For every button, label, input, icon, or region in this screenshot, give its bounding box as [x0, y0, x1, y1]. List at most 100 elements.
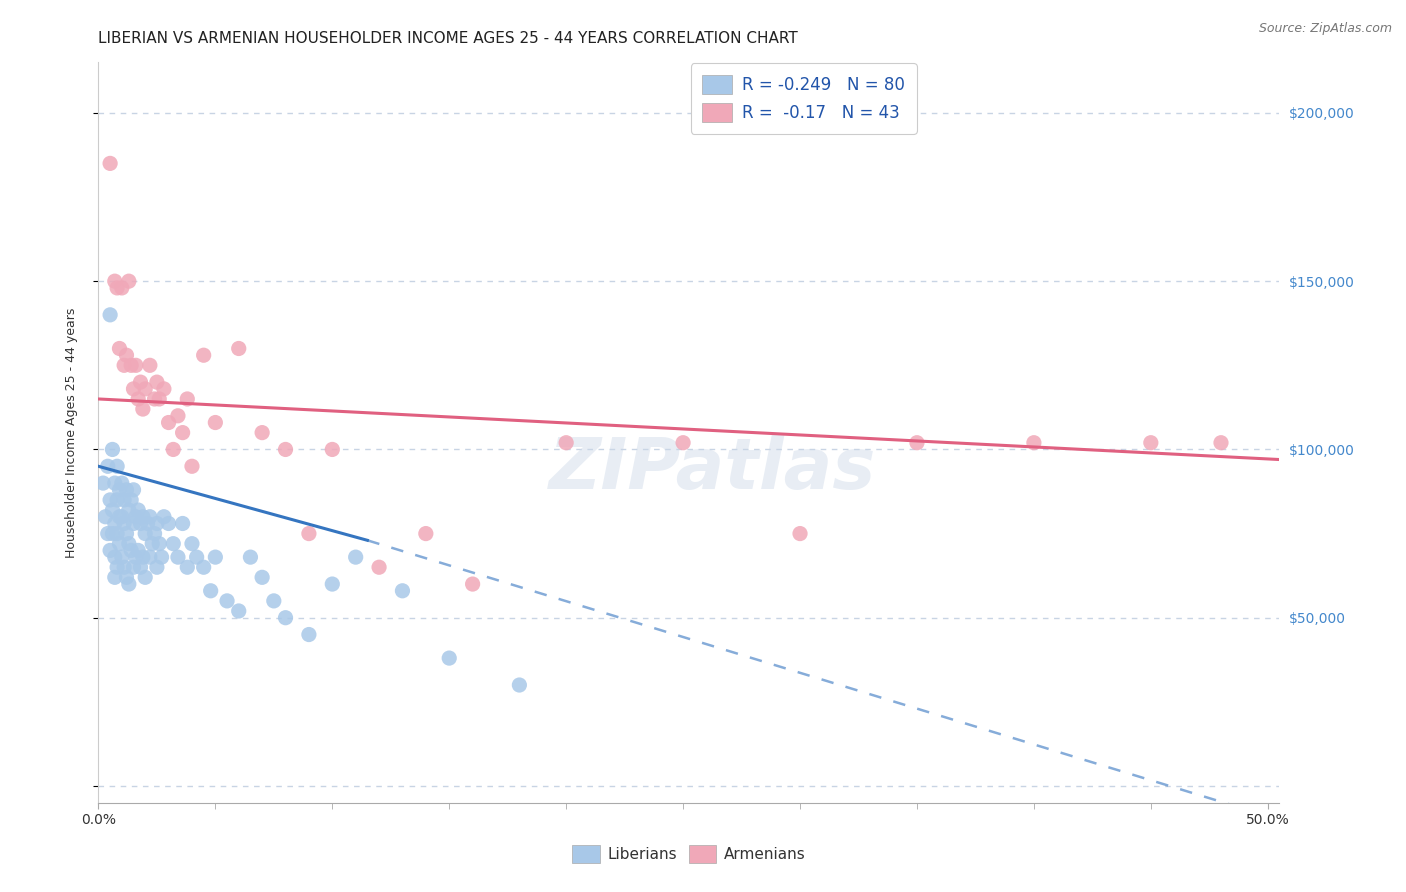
Point: [193, 348, 215, 362]
Point: [186, 550, 208, 565]
Point: [368, 560, 391, 574]
Point: [98, 543, 121, 558]
Point: [122, 560, 145, 574]
Point: [118, 274, 141, 288]
Point: [112, 492, 135, 507]
Point: [101, 526, 124, 541]
Point: [120, 359, 142, 373]
Point: [1022, 435, 1045, 450]
Point: [104, 476, 127, 491]
Point: [115, 348, 138, 362]
Point: [97, 526, 120, 541]
Point: [146, 560, 169, 574]
Point: [146, 375, 169, 389]
Point: [263, 594, 285, 608]
Point: [129, 516, 152, 531]
Point: [118, 536, 141, 550]
Point: [193, 560, 215, 574]
Point: [104, 570, 127, 584]
Point: [139, 509, 162, 524]
Point: [108, 483, 131, 497]
Point: [461, 577, 484, 591]
Point: [228, 604, 250, 618]
Point: [105, 492, 128, 507]
Point: [122, 382, 145, 396]
Point: [162, 536, 184, 550]
Point: [789, 526, 811, 541]
Point: [132, 550, 155, 565]
Point: [111, 550, 134, 565]
Point: [125, 359, 148, 373]
Point: [172, 516, 194, 531]
Point: [200, 583, 222, 598]
Legend: Liberians, Armenians: Liberians, Armenians: [565, 839, 813, 869]
Point: [139, 550, 162, 565]
Point: [120, 492, 142, 507]
Point: [112, 560, 135, 574]
Point: [111, 509, 134, 524]
Point: [228, 342, 250, 356]
Point: [146, 516, 169, 531]
Point: [98, 308, 121, 322]
Point: [157, 516, 180, 531]
Point: [250, 425, 273, 440]
Point: [176, 560, 198, 574]
Point: [555, 435, 578, 450]
Text: LIBERIAN VS ARMENIAN HOUSEHOLDER INCOME AGES 25 - 44 YEARS CORRELATION CHART: LIBERIAN VS ARMENIAN HOUSEHOLDER INCOME …: [98, 31, 799, 46]
Point: [134, 526, 156, 541]
Point: [127, 503, 149, 517]
Point: [132, 509, 155, 524]
Point: [239, 550, 262, 565]
Point: [134, 382, 156, 396]
Point: [215, 594, 238, 608]
Text: Source: ZipAtlas.com: Source: ZipAtlas.com: [1258, 22, 1392, 36]
Point: [204, 550, 226, 565]
Point: [153, 382, 176, 396]
Point: [181, 536, 204, 550]
Point: [105, 459, 128, 474]
Point: [181, 459, 204, 474]
Point: [101, 442, 124, 457]
Point: [127, 392, 149, 406]
Point: [94, 509, 117, 524]
Point: [176, 392, 198, 406]
Point: [122, 516, 145, 531]
Point: [104, 550, 127, 565]
Point: [172, 425, 194, 440]
Point: [321, 442, 343, 457]
Point: [112, 516, 135, 531]
Point: [508, 678, 530, 692]
Point: [108, 509, 131, 524]
Y-axis label: Householder Income Ages 25 - 44 years: Householder Income Ages 25 - 44 years: [65, 308, 77, 558]
Point: [98, 492, 121, 507]
Point: [120, 543, 142, 558]
Point: [101, 503, 124, 517]
Point: [108, 342, 131, 356]
Point: [98, 156, 121, 170]
Point: [274, 442, 297, 457]
Point: [108, 536, 131, 550]
Point: [298, 627, 321, 641]
Point: [125, 550, 148, 565]
Point: [143, 392, 166, 406]
Point: [115, 570, 138, 584]
Point: [148, 536, 170, 550]
Point: [415, 526, 437, 541]
Point: [672, 435, 695, 450]
Point: [274, 610, 297, 624]
Point: [439, 651, 461, 665]
Point: [1209, 435, 1232, 450]
Point: [1140, 435, 1163, 450]
Point: [111, 476, 134, 491]
Point: [132, 402, 155, 417]
Point: [129, 560, 152, 574]
Point: [167, 409, 190, 423]
Point: [134, 570, 156, 584]
Point: [112, 359, 135, 373]
Point: [104, 274, 127, 288]
Point: [141, 536, 163, 550]
Point: [344, 550, 367, 565]
Point: [139, 359, 162, 373]
Point: [167, 550, 190, 565]
Point: [105, 560, 128, 574]
